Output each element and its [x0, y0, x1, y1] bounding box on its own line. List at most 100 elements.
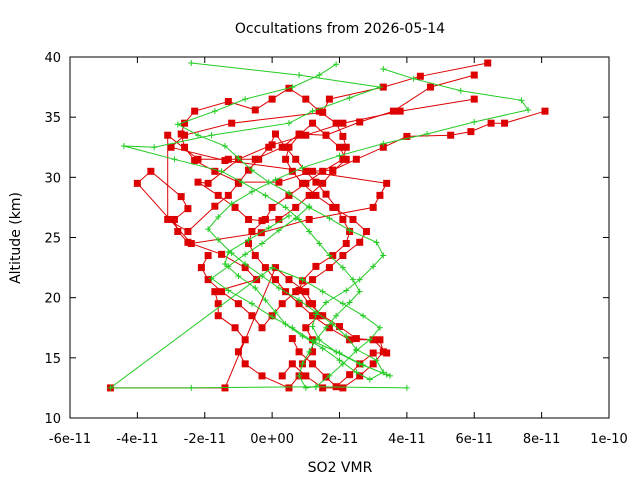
data-point [285, 276, 293, 284]
data-point [471, 118, 478, 125]
data-point [285, 212, 292, 219]
data-point [268, 141, 276, 149]
data-point [326, 215, 333, 222]
data-point [322, 131, 330, 139]
data-point [379, 143, 387, 151]
data-point [315, 107, 323, 115]
data-point [268, 203, 276, 211]
data-point [258, 372, 266, 380]
data-point [285, 189, 292, 196]
data-point [224, 191, 232, 199]
data-point [383, 371, 390, 378]
data-point [329, 252, 337, 260]
data-point [396, 107, 404, 115]
data-point [380, 369, 387, 376]
data-point [245, 166, 253, 174]
data-point [231, 324, 239, 332]
data-point [224, 98, 232, 106]
data-point [339, 300, 346, 307]
data-point [188, 384, 195, 391]
data-point [242, 251, 249, 258]
data-point [288, 335, 296, 343]
data-point [349, 276, 356, 283]
data-point [248, 312, 256, 320]
data-point [312, 191, 320, 199]
data-point [288, 167, 296, 175]
data-point [323, 299, 330, 306]
data-point [346, 336, 354, 344]
data-point [333, 348, 340, 355]
data-point [339, 252, 347, 260]
data-point [164, 215, 172, 223]
chart-title: Occultations from 2026-05-14 [235, 21, 445, 37]
data-point [181, 143, 189, 151]
data-point [295, 131, 303, 139]
data-point [541, 107, 549, 115]
x-tick-label: -2e-11 [184, 432, 226, 447]
data-point [353, 346, 360, 353]
data-point [208, 275, 215, 282]
data-point [305, 300, 313, 308]
data-point [218, 288, 226, 296]
data-point [302, 372, 310, 380]
data-point [225, 287, 232, 294]
data-point [356, 288, 363, 295]
data-point [312, 383, 319, 390]
data-point [410, 75, 417, 82]
data-point [184, 227, 192, 235]
data-point [383, 179, 391, 187]
data-point [322, 373, 330, 381]
data-point [309, 348, 317, 356]
data-point [238, 179, 245, 186]
data-point [171, 156, 178, 163]
data-point [214, 300, 222, 308]
data-point [366, 376, 373, 383]
series-line [108, 62, 407, 389]
data-point [343, 287, 350, 294]
data-point [248, 167, 255, 174]
data-point [167, 143, 175, 151]
data-point [312, 178, 320, 186]
data-point [211, 288, 219, 296]
data-point [174, 227, 182, 235]
data-point [292, 203, 300, 211]
data-point [356, 372, 364, 380]
data-point [147, 167, 155, 175]
data-point [204, 276, 212, 284]
data-point [218, 250, 226, 258]
data-point [353, 369, 360, 376]
data-point [197, 264, 205, 272]
data-point [346, 227, 353, 234]
x-tick-label: 0e+00 [250, 432, 294, 447]
data-point [403, 384, 410, 391]
data-point [184, 238, 192, 246]
data-point [356, 276, 363, 283]
data-point [346, 299, 353, 306]
data-point [383, 349, 391, 357]
data-point [426, 83, 434, 91]
data-point [299, 360, 306, 367]
data-point [285, 143, 293, 151]
data-point [302, 288, 310, 296]
x-tick-label: -6e-11 [49, 432, 91, 447]
data-point [518, 97, 525, 104]
data-point [339, 264, 346, 271]
data-point [369, 360, 377, 368]
data-point [336, 152, 343, 159]
data-point [228, 250, 235, 257]
data-point [295, 348, 303, 356]
y-axis-label: Altitude (km) [8, 192, 24, 284]
data-point [326, 252, 333, 259]
data-point [380, 252, 387, 259]
data-point [214, 191, 222, 199]
data-point [373, 357, 380, 364]
data-point [326, 372, 333, 379]
data-point [194, 155, 202, 163]
series-line [197, 98, 475, 329]
data-point [120, 143, 127, 150]
data-point [251, 252, 259, 260]
y-tick-label: 40 [44, 51, 61, 66]
x-tick-label: 2e-11 [321, 432, 359, 447]
data-point [336, 323, 343, 331]
data-point [299, 164, 306, 171]
